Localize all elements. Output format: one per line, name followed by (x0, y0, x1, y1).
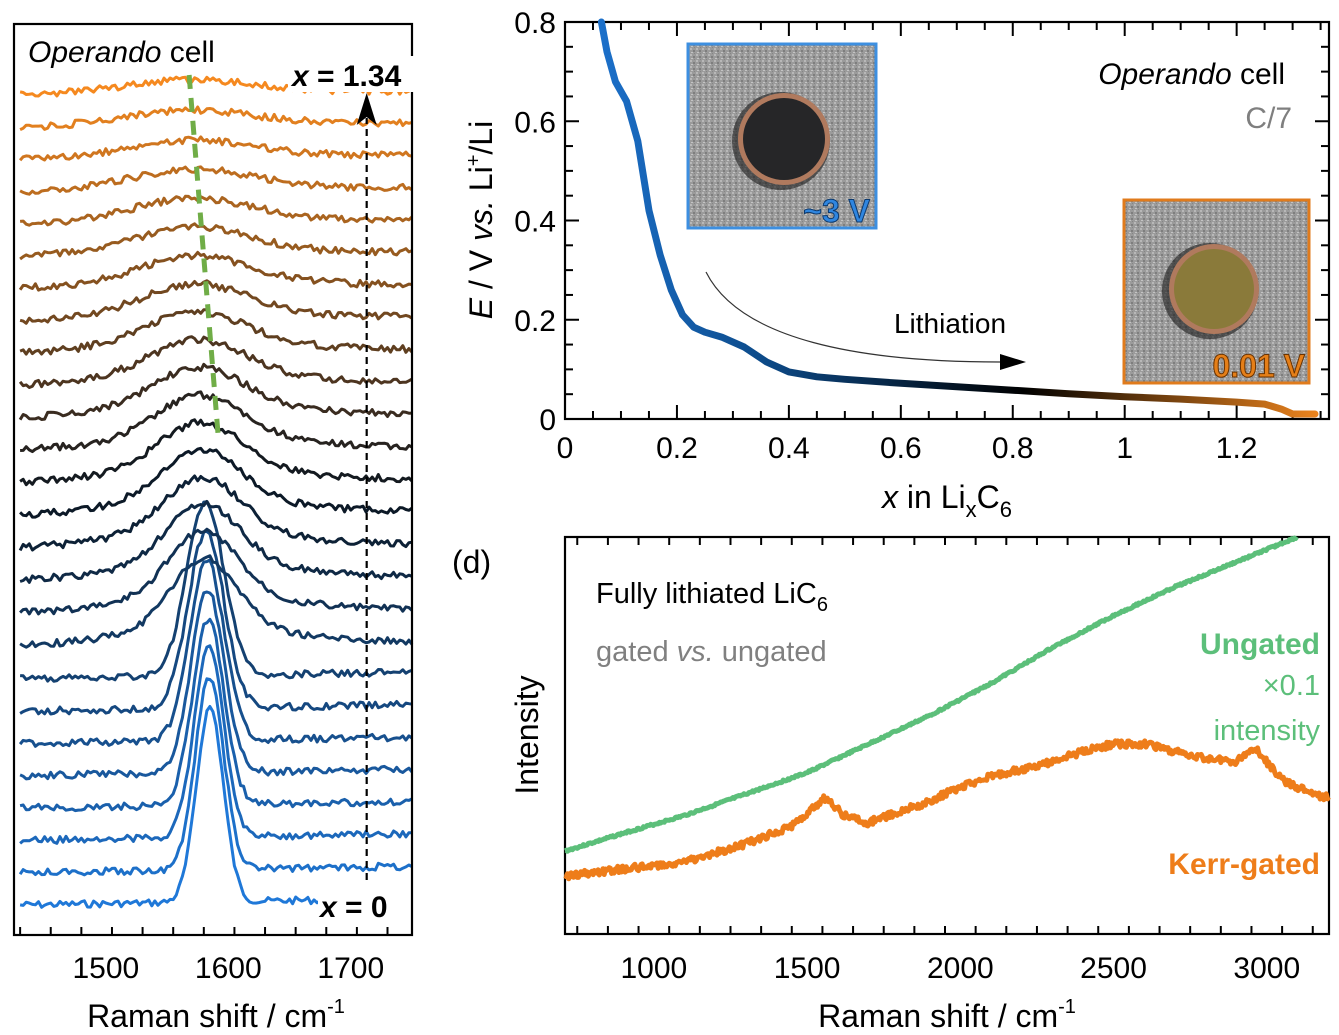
kerr-title: Fully lithiated LiC6 (596, 578, 828, 616)
y-tick-label: 0.4 (514, 206, 556, 239)
x-tick-label: 0.4 (768, 432, 810, 465)
y-tick-label: 0.2 (514, 305, 556, 338)
kerr-y-axis-label: Intensity (509, 675, 545, 794)
voltage-x-axis-label: x in LixC6 (880, 479, 1012, 522)
raman-spectrum-line (18, 362, 413, 421)
raman-spectrum-line (18, 474, 413, 552)
raman-spectrum-line (19, 165, 413, 196)
raman-spectrum-line (18, 335, 413, 389)
inset-voltage-label-3v: ~3 V (803, 193, 870, 229)
arrow-right-icon (1000, 354, 1026, 370)
raman-spectrum-line (19, 617, 413, 813)
inset-photo-lithiated: 0.01 V (1122, 198, 1311, 385)
left-title: Operando cell (28, 36, 215, 69)
voltage-profile-panel: 0 0.2 0.4 0.6 0.8 1 1.2 0 0.2 0.4 0.6 0.8 Lithiatio… (463, 7, 1331, 522)
left-x-ticks: 1500 1600 1700 (19, 927, 389, 985)
raman-spectrum-line (18, 558, 413, 748)
raman-spectrum-line (19, 105, 413, 131)
raman-spectrum-line (18, 250, 413, 292)
inset-photo-pristine: ~3 V (686, 42, 878, 230)
kerr-gated-panel: (d) 1000 1500 2000 2500 3000 Fully lithiated… (452, 535, 1331, 1034)
voltage-axis-ticks: 0 0.2 0.4 0.6 0.8 1 1.2 0 0.2 0.4 0.6 0.8 (514, 7, 1329, 465)
raman-spectrum-line (19, 590, 414, 781)
operando-raman-panel: 1500 1600 1700 Operando cell x = 1.34 x = … (12, 22, 428, 1034)
x-tick-label: 1500 (72, 952, 139, 985)
ungated-intensity-label: intensity (1214, 715, 1321, 747)
inset-voltage-label-001v: 0.01 V (1212, 348, 1305, 384)
raman-spectrum-line (19, 530, 413, 716)
kerr-plot-frame (563, 535, 1331, 936)
c-rate-label: C/7 (1245, 102, 1292, 135)
kerr-gated-legend-label: Kerr-gated (1168, 848, 1320, 881)
x-tick-label: 2000 (927, 952, 994, 985)
ungated-spectrum (563, 535, 1299, 854)
svg-text:x = 0: x = 0 (318, 891, 388, 924)
svg-text:x = 1.34: x = 1.34 (290, 60, 402, 93)
ungated-scale-label: ×0.1 (1263, 670, 1320, 702)
x-tick-label: 2500 (1080, 952, 1147, 985)
kerr-gated-spectrum (563, 738, 1331, 882)
x-tick-label: 1600 (195, 952, 262, 985)
raman-spectrum-line (19, 644, 413, 845)
x-tick-label: 1700 (317, 952, 384, 985)
x-tick-label: 3000 (1233, 952, 1300, 985)
x-tick-label: 1 (1116, 432, 1133, 465)
left-x-axis-label: Raman shift / cm-1 (87, 996, 345, 1034)
raman-spectrum-line (19, 499, 413, 584)
raman-spectrum-line (19, 308, 414, 356)
raman-spectrum-line (19, 194, 414, 227)
bottom-x-annotation: x = 0 (318, 884, 408, 924)
lithiation-arrow-line (705, 271, 1001, 363)
voltage-curve (597, 18, 1319, 418)
peak-shift-guide-line (186, 74, 222, 441)
raman-spectra-stack (18, 75, 414, 909)
raman-spectrum-line (19, 446, 413, 519)
raman-spectrum-line (18, 135, 413, 162)
y-tick-label: 0 (539, 404, 556, 437)
x-tick-label: 1.2 (1216, 432, 1258, 465)
kerr-x-ticks: 1000 1500 2000 2500 3000 (576, 537, 1314, 985)
arrow-up-icon (356, 93, 377, 125)
raman-spectrum-line (19, 554, 414, 649)
raman-spectrum-line (19, 279, 413, 325)
voltage-y-axis-label: E / V vs. Li+/Li (463, 121, 499, 319)
kerr-subtitle: gated vs. ungated (596, 636, 827, 668)
raman-spectrum-line (20, 500, 413, 683)
x-tick-label: 0.2 (656, 432, 698, 465)
kerr-x-axis-label: Raman shift / cm-1 (818, 996, 1076, 1034)
ungated-legend-label: Ungated (1200, 628, 1320, 661)
top-x-annotation: x = 1.34 (288, 56, 428, 93)
x-tick-label: 0.8 (992, 432, 1034, 465)
x-tick-label: 1000 (620, 952, 687, 985)
y-tick-label: 0.8 (514, 7, 556, 40)
x-tick-label: 0.6 (880, 432, 922, 465)
lithiation-label: Lithiation (894, 308, 1006, 339)
raman-spectrum-line (19, 705, 322, 909)
electrode-disc (1174, 249, 1254, 329)
x-tick-label: 0 (557, 432, 574, 465)
electrode-disc (743, 98, 825, 180)
left-plot-frame (12, 22, 414, 937)
raman-spectrum-line (19, 222, 413, 261)
raman-spectrum-line (19, 527, 414, 616)
raman-spectrum-line (18, 677, 413, 877)
y-tick-label: 0.6 (514, 106, 556, 139)
voltage-title: Operando cell (1098, 58, 1285, 91)
panel-label-d: (d) (452, 544, 491, 580)
x-tick-label: 1500 (774, 952, 841, 985)
